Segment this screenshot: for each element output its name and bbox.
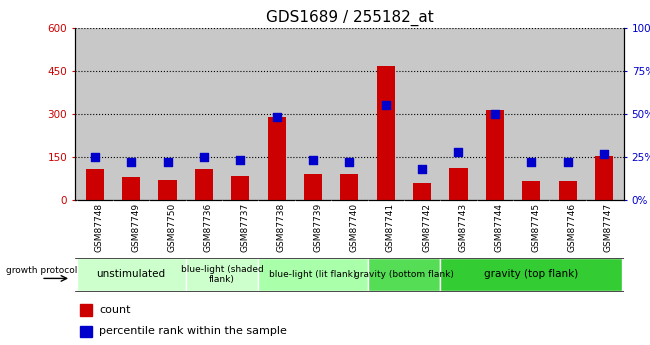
Point bbox=[272, 115, 282, 120]
Text: blue-light (shaded
flank): blue-light (shaded flank) bbox=[181, 265, 263, 284]
Bar bbox=[80, 326, 92, 337]
Bar bbox=[486, 110, 504, 200]
Bar bbox=[77, 258, 186, 291]
Text: GSM87736: GSM87736 bbox=[204, 203, 213, 252]
Bar bbox=[595, 156, 613, 200]
Text: gravity (bottom flank): gravity (bottom flank) bbox=[354, 270, 454, 279]
Point bbox=[90, 154, 100, 160]
Point bbox=[599, 151, 609, 156]
Bar bbox=[186, 258, 259, 291]
Text: GSM87745: GSM87745 bbox=[531, 203, 540, 252]
Text: growth protocol: growth protocol bbox=[6, 266, 77, 275]
Text: GSM87737: GSM87737 bbox=[240, 203, 249, 252]
Text: count: count bbox=[99, 305, 131, 315]
Bar bbox=[304, 174, 322, 200]
Point bbox=[126, 159, 136, 165]
Bar bbox=[341, 174, 358, 200]
Title: GDS1689 / 255182_at: GDS1689 / 255182_at bbox=[265, 10, 434, 26]
Text: gravity (top flank): gravity (top flank) bbox=[484, 269, 578, 279]
Text: GSM87738: GSM87738 bbox=[277, 203, 285, 252]
Text: GSM87750: GSM87750 bbox=[168, 203, 177, 252]
Point bbox=[235, 158, 246, 163]
Bar bbox=[195, 169, 213, 200]
Point bbox=[380, 102, 391, 108]
Text: GSM87742: GSM87742 bbox=[422, 203, 431, 252]
Bar bbox=[440, 258, 622, 291]
Text: GSM87747: GSM87747 bbox=[604, 203, 613, 252]
Bar bbox=[268, 117, 286, 200]
Bar bbox=[522, 181, 540, 200]
Bar bbox=[558, 181, 577, 200]
Bar bbox=[159, 180, 177, 200]
Bar bbox=[413, 183, 431, 200]
Bar bbox=[259, 258, 367, 291]
Text: unstimulated: unstimulated bbox=[97, 269, 166, 279]
Bar bbox=[122, 177, 140, 200]
Bar bbox=[80, 304, 92, 316]
Bar bbox=[231, 176, 250, 200]
Point bbox=[453, 149, 463, 155]
Text: GSM87739: GSM87739 bbox=[313, 203, 322, 252]
Point bbox=[489, 111, 500, 117]
Text: GSM87746: GSM87746 bbox=[567, 203, 577, 252]
Text: GSM87748: GSM87748 bbox=[95, 203, 104, 252]
Text: percentile rank within the sample: percentile rank within the sample bbox=[99, 326, 287, 336]
Bar bbox=[86, 169, 104, 200]
Text: GSM87740: GSM87740 bbox=[350, 203, 358, 252]
Point bbox=[344, 159, 355, 165]
Bar bbox=[376, 66, 395, 200]
Point bbox=[526, 159, 536, 165]
Point bbox=[162, 159, 173, 165]
Text: blue-light (lit flank): blue-light (lit flank) bbox=[269, 270, 357, 279]
Text: GSM87749: GSM87749 bbox=[131, 203, 140, 252]
Point bbox=[308, 158, 318, 163]
Point bbox=[199, 154, 209, 160]
Text: GSM87743: GSM87743 bbox=[458, 203, 467, 252]
Text: GSM87744: GSM87744 bbox=[495, 203, 504, 252]
Point bbox=[562, 159, 573, 165]
Text: GSM87741: GSM87741 bbox=[385, 203, 395, 252]
Bar bbox=[449, 168, 467, 200]
Bar bbox=[367, 258, 440, 291]
Point bbox=[417, 166, 427, 172]
